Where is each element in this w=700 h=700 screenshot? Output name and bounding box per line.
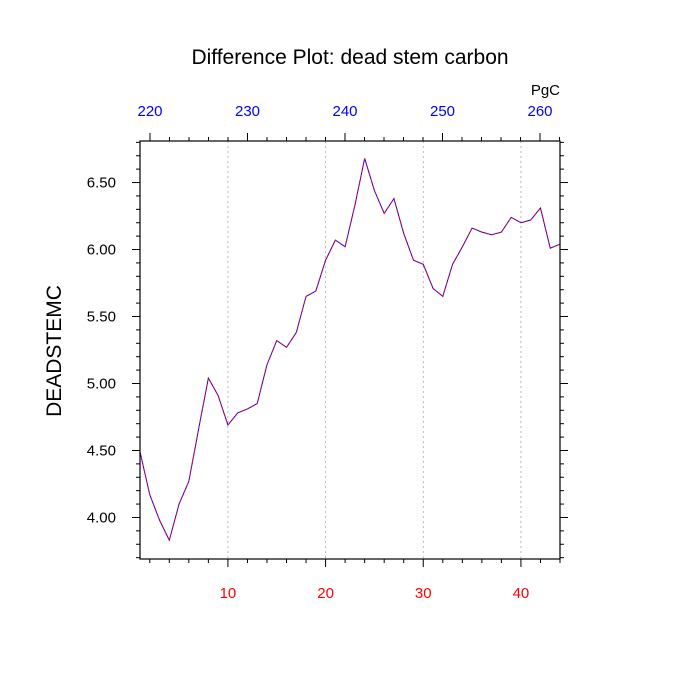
y-tick-label: 4.50: [87, 442, 116, 459]
plot-frame: [139, 140, 561, 560]
data-line: [139, 158, 561, 542]
top-tick-label: 250: [430, 103, 455, 120]
y-tick-label: 6.50: [87, 175, 116, 192]
y-tick-label: 4.00: [87, 509, 116, 526]
grid-lines: [227, 141, 522, 559]
top-tick-label: 240: [332, 103, 357, 120]
x-tick-label: 20: [317, 585, 334, 602]
top-tick-label: 220: [137, 103, 162, 120]
y-tick-label: 5.50: [87, 309, 116, 326]
series-line: [139, 158, 561, 542]
series-line-dashed: [139, 158, 561, 542]
top-tick-label: 260: [527, 103, 552, 120]
x-tick-label: 30: [415, 585, 432, 602]
axis-ticks: [132, 133, 568, 567]
y-tick-label: 6.00: [87, 242, 116, 259]
y-axis-label: DEADSTEMC: [43, 285, 66, 417]
top-axis-unit: PgC: [531, 82, 560, 99]
chart-title: Difference Plot: dead stem carbon: [191, 46, 508, 69]
tick-labels: 4.00 4.50 5.00 5.50 6.00 6.50 10 20 30 40 220 230 24…: [87, 103, 553, 602]
top-tick-label: 230: [235, 103, 260, 120]
y-tick-label: 5.00: [87, 375, 116, 392]
x-tick-label: 10: [220, 585, 237, 602]
x-tick-label: 40: [513, 585, 530, 602]
